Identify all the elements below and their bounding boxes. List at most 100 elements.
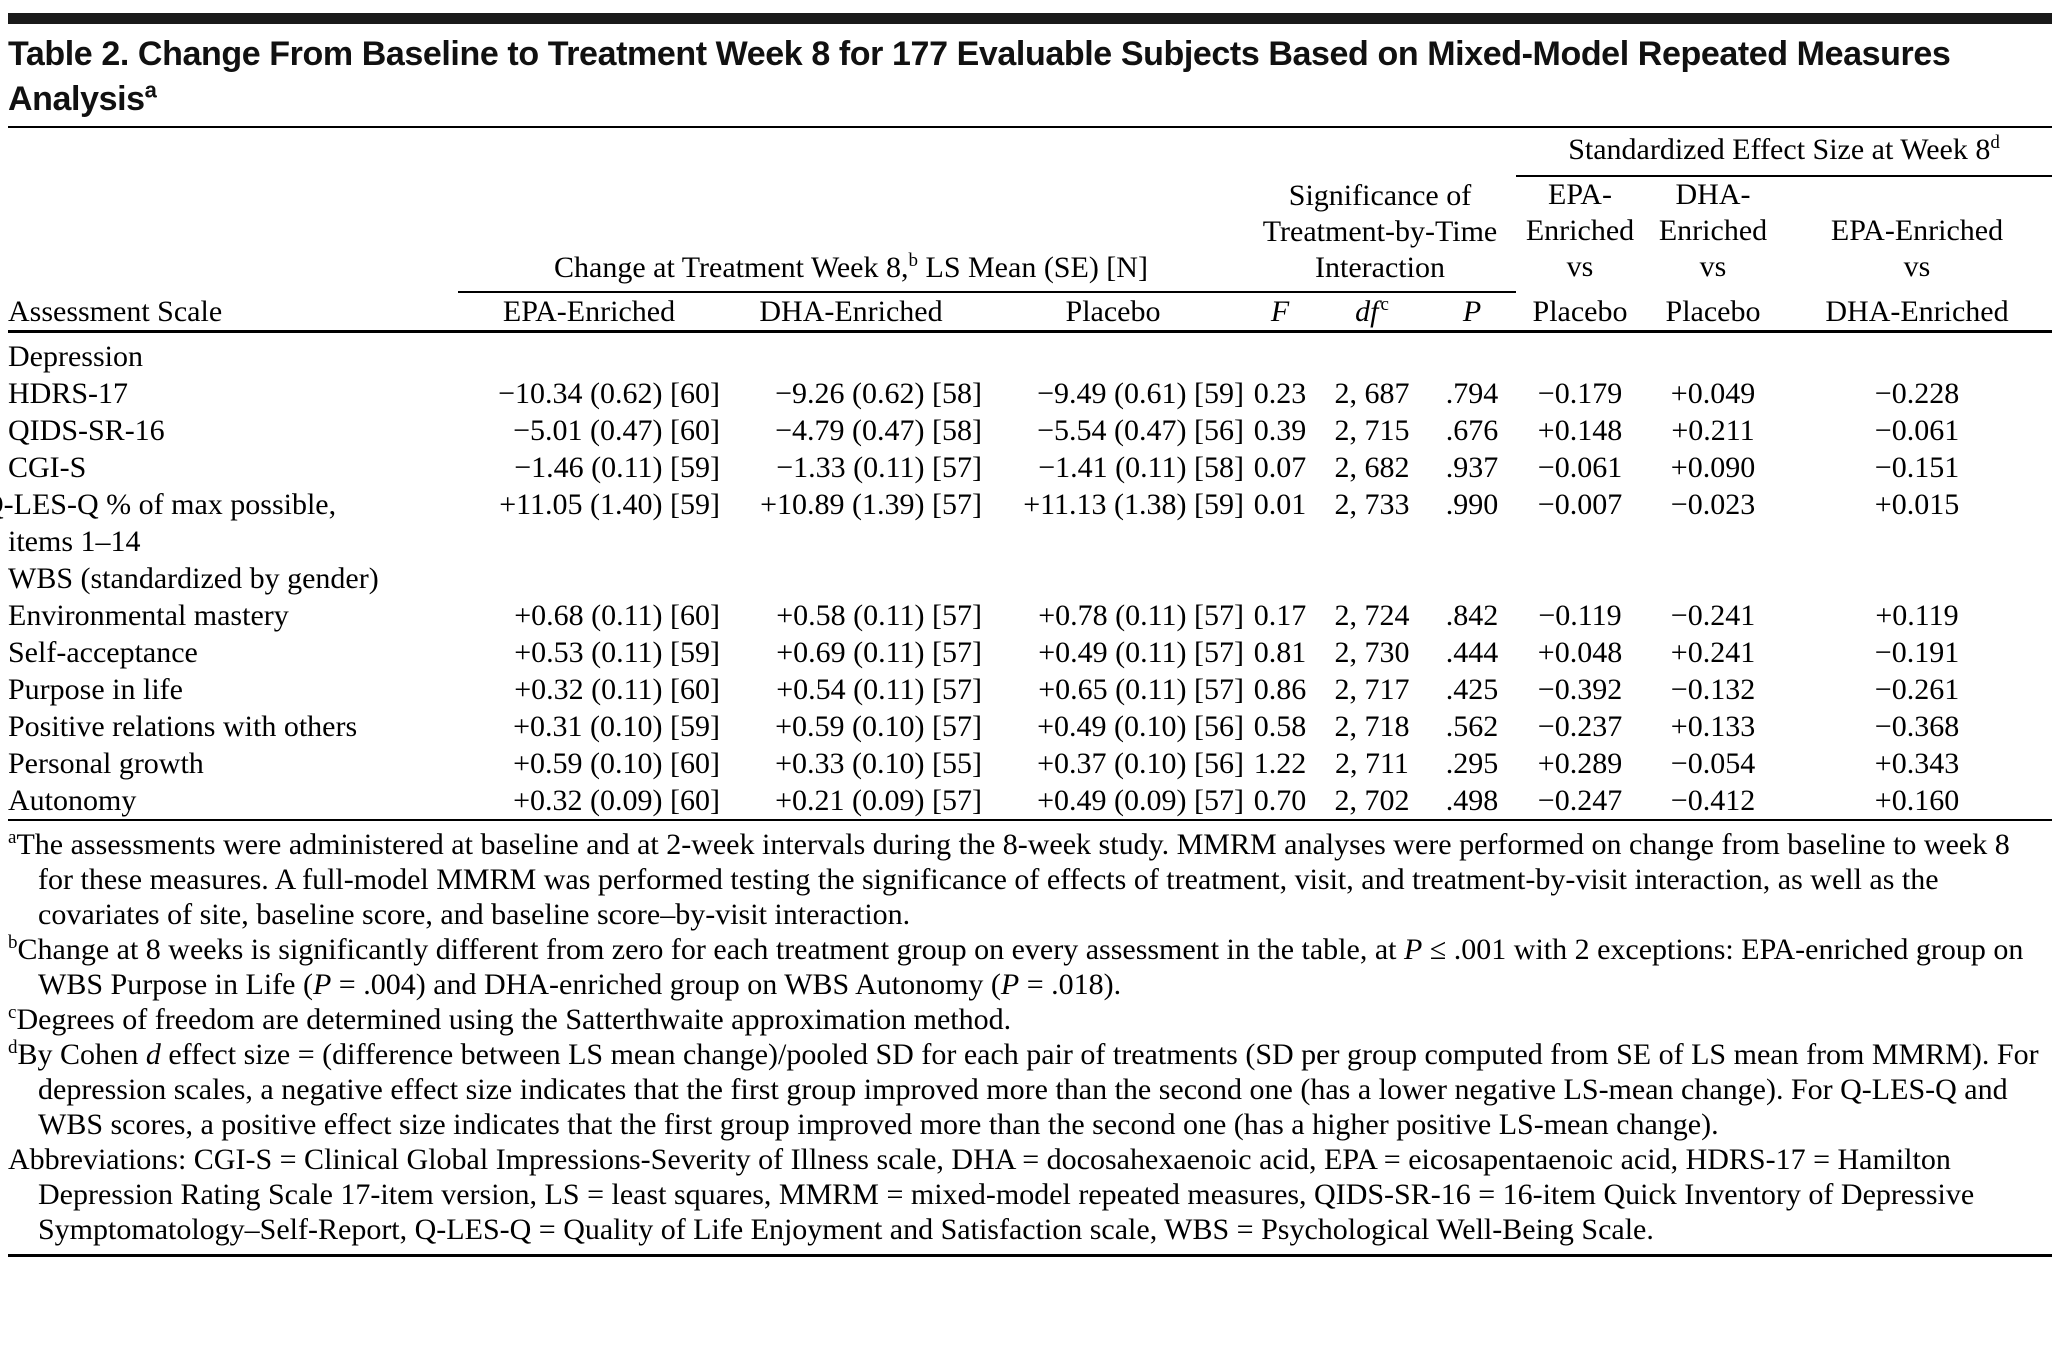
cell: 2, 682 [1334,451,1410,484]
header-row-effect-size-group: Standardized Effect Size at Week 8d [8,128,2053,177]
cell: −0.061 [1537,451,1623,484]
cell: 0.70 [1253,784,1307,817]
cell: +0.343 [1874,747,1960,780]
header-spacer [8,128,1516,176]
cell: +0.289 [1537,747,1623,780]
table-row-self-acceptance: Self-acceptance +0.53 (0.11) [59] +0.69 … [8,634,2052,671]
table-row-qids: QIDS-SR-16 −5.01 (0.47) [60] −4.79 (0.47… [8,412,2052,449]
cell: 0.58 [1253,710,1307,743]
footnote-marker-b: b [908,250,919,271]
cell: +0.37 (0.10) [56] [1037,747,1244,780]
cell: +0.31 (0.10) [59] [513,710,720,743]
col-header-dha-vs-placebo-bottom: Placebo [1644,292,1782,333]
cell: −5.01 (0.47) [60] [513,414,720,447]
cell: −0.228 [1874,377,1960,410]
row-label: Positive relations with others [8,710,358,743]
cell: −0.061 [1874,414,1960,447]
cell: −0.119 [1538,599,1622,632]
cell: 0.39 [1253,414,1307,447]
col-header-epa-vs-dha-bottom: DHA-Enriched [1782,292,2053,333]
row-label: Purpose in life [8,673,183,706]
cell: −0.261 [1874,673,1960,706]
footnote-d: dBy Cohen d effect size = (difference be… [8,1037,2039,1141]
results-table: Standardized Effect Size at Week 8d Chan… [0,128,2053,820]
cell: +0.54 (0.11) [57] [776,673,982,706]
col-header-epa-vs-placebo-top: EPA- Enriched vs [1525,178,1635,283]
cell: +0.53 (0.11) [59] [514,636,720,669]
footnote-a: aThe assessments were administered at ba… [8,827,2010,931]
cell: +0.090 [1670,451,1756,484]
cell: .676 [1445,414,1499,447]
cell: 2, 702 [1334,784,1410,817]
table-header: Standardized Effect Size at Week 8d Chan… [8,128,2053,333]
cell: 1.22 [1253,747,1307,780]
row-label: Personal growth [8,747,204,780]
cell: 2, 711 [1335,747,1409,780]
cell: +0.49 (0.09) [57] [1037,784,1244,817]
table-title-footnote-marker: a [144,77,157,103]
cell: +0.32 (0.11) [60] [514,673,720,706]
table-row-cgis: CGI-S −1.46 (0.11) [59] −1.33 (0.11) [57… [8,449,2052,486]
cell: .794 [1445,377,1499,410]
cell: +0.59 (0.10) [57] [775,710,982,743]
bottom-rule [8,1254,2052,1257]
cell: +10.89 (1.39) [57] [760,488,982,521]
cell: −1.33 (0.11) [57] [776,451,982,484]
group-header-significance: Significance of Treatment-by-Time Intera… [1244,176,1516,293]
cell: +0.49 (0.11) [57] [1038,636,1244,669]
cell: 0.81 [1253,636,1307,669]
header-row-columns: Assessment Scale EPA-Enriched DHA-Enrich… [8,292,2053,333]
table-row-purpose-in-life: Purpose in life +0.32 (0.11) [60] +0.54 … [8,671,2052,708]
cell: .937 [1445,451,1499,484]
table-title: Table 2. Change From Baseline to Treatme… [8,32,2052,122]
cell: .990 [1445,488,1499,521]
cell: +0.148 [1537,414,1623,447]
cell: +0.21 (0.09) [57] [775,784,982,817]
cell: 2, 718 [1334,710,1410,743]
cell: +0.133 [1670,710,1756,743]
cell: +0.015 [1874,488,1960,521]
cell: +0.211 [1671,414,1755,447]
cell: 0.07 [1253,451,1307,484]
cell: 2, 717 [1334,673,1410,706]
cell: +0.68 (0.11) [60] [514,599,720,632]
cell: .562 [1445,710,1499,743]
row-label: Q-LES-Q % of max possible, items 1–14 [0,488,337,558]
cell: −0.237 [1537,710,1623,743]
cell: .842 [1445,599,1499,632]
cell: .295 [1445,747,1499,780]
top-rule [8,13,2052,24]
cell: −5.54 (0.47) [56] [1037,414,1244,447]
cell: −1.41 (0.11) [58] [1038,451,1244,484]
cell: +0.048 [1537,636,1623,669]
header-row-groups: Change at Treatment Week 8,b LS Mean (SE… [8,176,2052,293]
cell: +11.13 (1.38) [59] [1023,488,1244,521]
group-header-change-week8: Change at Treatment Week 8,b LS Mean (SE… [458,176,1244,293]
table-body: Depression HDRS-17 −10.34 (0.62) [60] −9… [0,332,2052,820]
section-label: Depression [8,340,143,373]
col-header-f: F [1244,292,1316,333]
cell: 0.86 [1253,673,1307,706]
section-row-depression: Depression [8,332,2052,376]
title-rule [8,126,2052,128]
cell: −0.368 [1874,710,1960,743]
table-row-environmental-mastery: Environmental mastery +0.68 (0.11) [60] … [8,597,2052,634]
col-header-epa-vs-placebo-bottom: Placebo [1516,292,1644,333]
cell: 2, 733 [1334,488,1410,521]
row-label: Environmental mastery [8,599,289,632]
row-label: HDRS-17 [8,377,129,410]
cell: .498 [1445,784,1499,817]
cell: .444 [1445,636,1499,669]
cell: +0.58 (0.11) [57] [776,599,982,632]
footnote-marker-d: d [1990,132,2000,153]
cell: +0.160 [1874,784,1960,817]
cell: 2, 730 [1334,636,1410,669]
cell: −0.392 [1537,673,1623,706]
cell: 0.17 [1253,599,1307,632]
cell: −1.46 (0.11) [59] [514,451,720,484]
col-header-assessment-scale: Assessment Scale [8,292,458,333]
col-header-df: df c [1316,292,1428,333]
col-header-dha-vs-placebo-top: DHA- Enriched vs [1658,178,1768,283]
table-row-autonomy: Autonomy +0.32 (0.09) [60] +0.21 (0.09) … [8,782,2052,819]
